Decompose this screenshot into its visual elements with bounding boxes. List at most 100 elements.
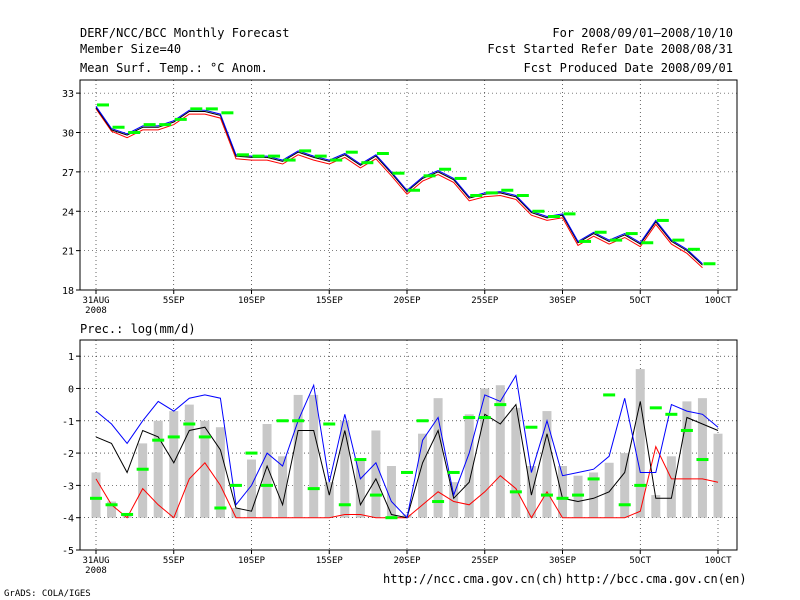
prec-obs-marker — [323, 422, 336, 426]
prec-bar — [262, 424, 272, 518]
temp-obs-marker — [687, 247, 700, 251]
temp-obs-marker — [516, 194, 529, 197]
prec-bar — [371, 430, 381, 518]
prec-bar — [604, 462, 614, 518]
member-size: Member Size=40 — [80, 42, 182, 56]
prec-bar — [138, 443, 148, 518]
temp-xtick-label: 5SEP — [163, 296, 185, 306]
temp-xtick-label: 5OCT — [629, 296, 651, 306]
prec-obs-marker — [649, 406, 662, 410]
prec-obs-marker — [587, 477, 600, 481]
prec-bar — [340, 420, 350, 518]
prec-xtick-label: 31AUG — [82, 556, 109, 566]
temp-obs-marker — [579, 239, 592, 243]
temp-obs-marker — [143, 123, 156, 127]
prec-bar — [200, 420, 210, 518]
temp-obs-marker — [532, 209, 545, 213]
prec-bar — [682, 401, 692, 518]
prec-obs-marker — [385, 516, 398, 520]
prec-bar — [324, 482, 334, 518]
temp-mean-line — [95, 107, 703, 266]
prec-obs-marker — [665, 412, 678, 416]
temp-obs-marker — [128, 131, 141, 134]
temp-ytick-label: 33 — [62, 89, 74, 100]
temp-obs-marker — [594, 230, 607, 234]
prec-obs-marker — [198, 435, 211, 439]
temp-obs-marker — [252, 154, 265, 158]
fcst-produced-date: Fcst Produced Date 2008/09/01 — [523, 61, 733, 75]
prec-obs-marker — [634, 483, 647, 487]
prec-xtick-label: 25SEP — [471, 556, 499, 566]
temp-min-line — [95, 108, 703, 269]
temp-obs-marker — [299, 149, 312, 153]
temp-obs-marker — [314, 154, 327, 158]
prec-obs-marker — [90, 496, 102, 500]
prec-xtick-label: 5OCT — [629, 556, 651, 566]
temp-obs-marker — [439, 167, 452, 171]
prec-obs-marker — [432, 500, 445, 504]
temp-obs-marker — [703, 262, 716, 266]
prec-bar — [231, 508, 241, 518]
prec-bar — [153, 420, 163, 518]
bcc-url: http://bcc.cma.gov.cn(en) — [566, 572, 747, 586]
prec-obs-marker — [603, 393, 616, 397]
prec-frame — [79, 339, 738, 551]
prec-obs-marker — [447, 470, 460, 474]
prec-xtick-label: 30SEP — [549, 556, 577, 566]
prec-bar — [184, 404, 194, 518]
temp-xtick-label: 10SEP — [238, 296, 266, 306]
prec-bar — [558, 466, 567, 518]
prec-bar — [589, 472, 599, 518]
prec-obs-marker — [167, 435, 180, 439]
prec-obs-marker — [354, 458, 367, 462]
temp-xtick-label: 20SEP — [393, 296, 421, 306]
forecast-period: For 2008/09/01—2008/10/10 — [552, 26, 733, 40]
prec-obs-marker — [183, 422, 196, 426]
prec-bar — [418, 433, 428, 518]
prec-bar — [278, 456, 288, 518]
prec-bar — [247, 459, 256, 518]
prec-bar — [107, 501, 117, 518]
prec-obs-marker — [572, 493, 585, 497]
prec-ytick-label: -3 — [62, 481, 74, 492]
prec-bar — [309, 394, 319, 518]
prec-bar — [91, 472, 101, 518]
temp-xtick-label: 31AUG — [82, 296, 109, 306]
prec-bar — [433, 398, 443, 518]
prec-xtick-label: 15SEP — [316, 556, 344, 566]
ncc-url: http://ncc.cma.gov.cn(ch) — [383, 572, 564, 586]
temp-obs-marker — [485, 191, 498, 195]
prec-obs-marker — [136, 467, 149, 471]
precipitation-panel: -5 -4 -3 -2 -1 0 1 31AUG 5SEP 10SEP 15SEP 20SEP 25SE… — [62, 322, 738, 576]
temp-obs-marker — [501, 188, 514, 192]
temp-obs-marker — [454, 176, 467, 180]
prec-bar — [386, 466, 396, 518]
prec-obs-marker — [152, 438, 165, 442]
temp-xtick-label: 15SEP — [316, 296, 344, 306]
temp-year-label: 2008 — [85, 306, 107, 316]
variable-label: Mean Surf. Temp.: °C Anom. — [80, 61, 268, 75]
temp-obs-marker — [205, 107, 218, 111]
prec-bar — [122, 514, 132, 518]
prec-obs-marker — [401, 470, 413, 474]
temp-obs-marker — [174, 117, 187, 121]
temp-ytick-label: 27 — [62, 168, 74, 179]
temp-obs-marker — [656, 218, 669, 222]
prec-title: Prec.: log(mm/d) — [80, 322, 196, 336]
prec-bar — [293, 394, 303, 518]
prec-obs-marker — [540, 493, 553, 497]
prec-obs-marker — [105, 503, 118, 507]
chart-title: DERF/NCC/BCC Monthly Forecast — [80, 26, 290, 40]
temp-frame — [79, 79, 738, 291]
prec-bar — [573, 475, 583, 518]
temp-obs-marker — [236, 153, 249, 157]
prec-ytick-label: -4 — [62, 514, 74, 525]
prec-bar — [713, 433, 723, 518]
temp-obs-marker — [268, 154, 281, 158]
temp-obs-marker — [563, 212, 576, 216]
temp-ytick-label: 18 — [62, 286, 74, 297]
temp-xtick-label: 25SEP — [471, 296, 499, 306]
temp-obs-marker — [190, 107, 203, 111]
prec-bar — [620, 453, 630, 518]
prec-obs-marker — [509, 490, 522, 494]
